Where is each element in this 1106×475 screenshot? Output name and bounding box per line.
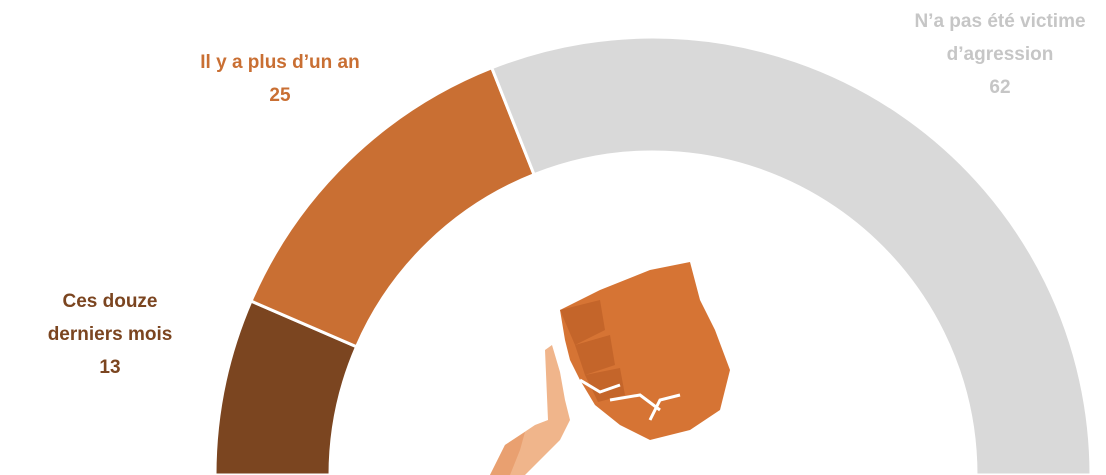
slice-label: N’a pas été victime d’agression 62 [890, 5, 1106, 104]
category-label: Il y a plus d’un an [200, 52, 360, 73]
slice [489, 35, 1093, 475]
category-label: Ces douze derniers mois [47, 291, 173, 345]
category-label: N’a pas été victime d’agression [914, 11, 1086, 65]
slice-label: Il y a plus d’un an 25 [150, 46, 410, 112]
value-label: 62 [989, 77, 1011, 98]
slice-label: Ces douze derniers mois 13 [25, 285, 195, 384]
value-label: 25 [269, 85, 291, 106]
value-label: 13 [99, 357, 121, 378]
illustration [490, 262, 730, 475]
